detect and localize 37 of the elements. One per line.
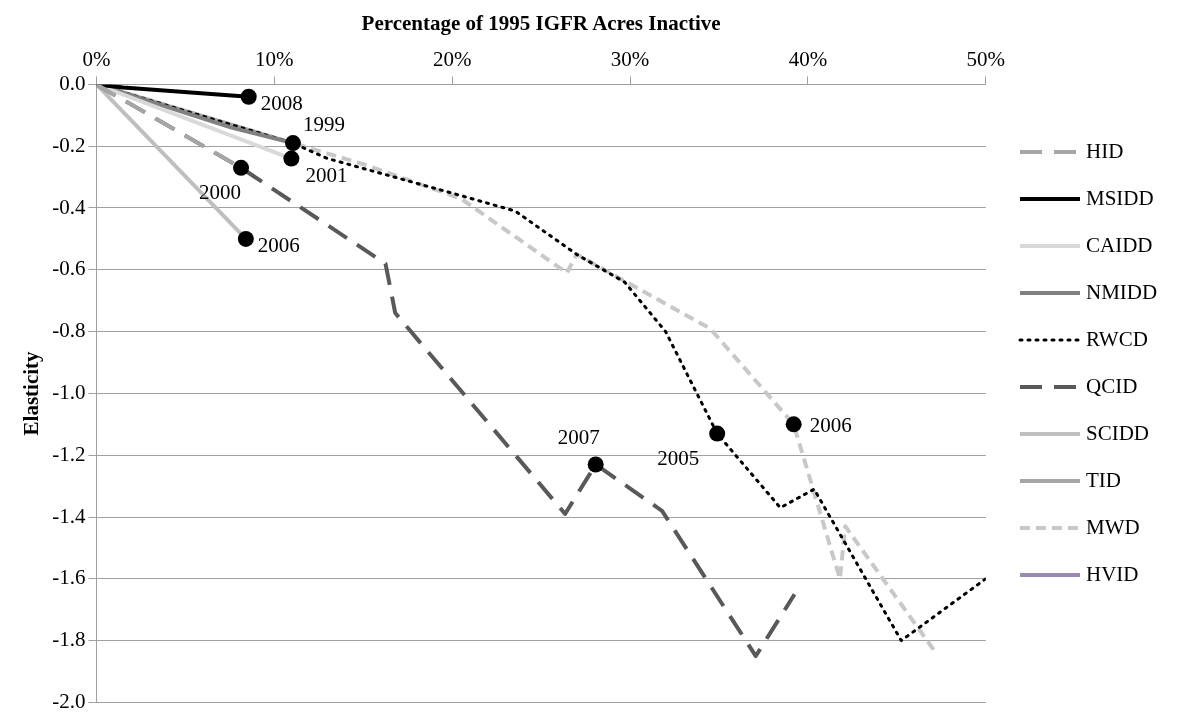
annotation: 2005 bbox=[657, 446, 700, 471]
legend-label: TID bbox=[1086, 468, 1121, 493]
annotation: 2008 bbox=[260, 91, 303, 116]
legend-label: SCIDD bbox=[1086, 421, 1150, 446]
x-tick-label: 30% bbox=[610, 47, 650, 72]
legend-label: MWD bbox=[1086, 515, 1140, 540]
y-tick-label: -0.8 bbox=[52, 318, 86, 343]
annotation: 2000 bbox=[199, 180, 242, 205]
annotation: 2006 bbox=[257, 233, 300, 258]
y-tick-label: -1.6 bbox=[52, 565, 86, 590]
legend-label: HVID bbox=[1086, 562, 1139, 587]
x-tick-label: 40% bbox=[788, 47, 828, 72]
annotation: 2001 bbox=[305, 163, 348, 188]
x-tick-label: 50% bbox=[966, 47, 1005, 72]
y-tick-label: -0.4 bbox=[52, 194, 86, 219]
y-tick-label: -0.2 bbox=[52, 132, 86, 157]
legend-label: MSIDD bbox=[1086, 186, 1154, 211]
y-tick-label: -1.2 bbox=[52, 441, 86, 466]
y-tick-label: -0.6 bbox=[52, 256, 86, 281]
annotation: 2006 bbox=[809, 412, 852, 437]
x-tick-label: 0% bbox=[82, 47, 111, 72]
y-tick-label: -2.0 bbox=[52, 688, 86, 713]
legend-label: NMIDD bbox=[1086, 280, 1158, 305]
legend-label: HID bbox=[1086, 139, 1124, 164]
legend-label: QCID bbox=[1086, 374, 1138, 399]
y-tick-label: -1.0 bbox=[52, 379, 86, 404]
y-tick-label: 0.0 bbox=[59, 70, 86, 95]
legend-label: CAIDD bbox=[1086, 233, 1153, 258]
x-tick-label: 10% bbox=[255, 47, 294, 72]
y-tick-label: -1.8 bbox=[52, 627, 86, 652]
y-axis-title: Elasticity bbox=[19, 350, 44, 436]
x-axis-title: Percentage of 1995 IGFR Acres Inactive bbox=[361, 11, 721, 36]
annotation: 1999 bbox=[302, 111, 345, 136]
annotation: 2007 bbox=[557, 424, 600, 449]
y-tick-label: -1.4 bbox=[52, 503, 86, 528]
x-tick-label: 20% bbox=[432, 47, 472, 72]
legend-label: RWCD bbox=[1086, 327, 1148, 352]
